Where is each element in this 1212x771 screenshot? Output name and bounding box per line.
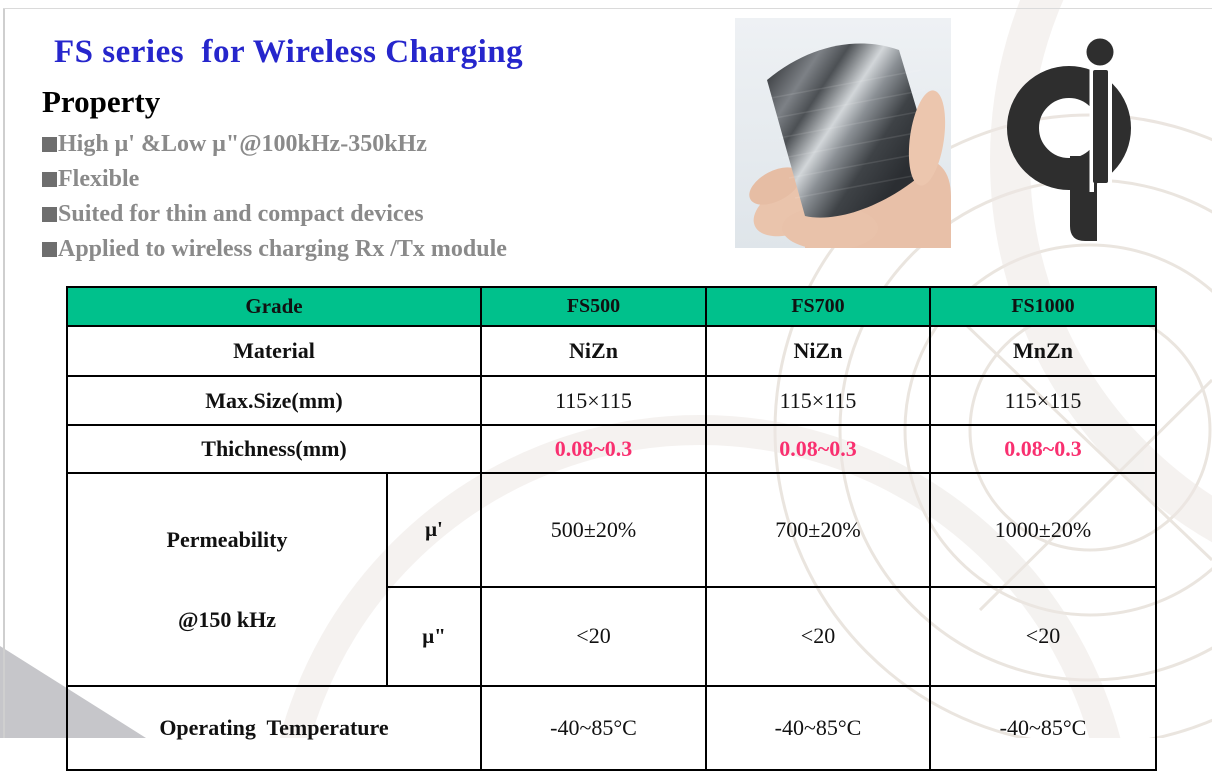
slide-top-border — [3, 8, 1212, 9]
bullet-item: High μ' &Low μ"@100kHz-350kHz — [42, 127, 507, 162]
table-row-mu-prime: Permeability @150 kHz μ' 500±20% 700±20%… — [66, 472, 1157, 687]
bullet-item: Flexible — [42, 162, 507, 197]
table-row-mu-double-prime: μ" <20 <20 <20 — [67, 585, 1157, 688]
mu-double-prime-value: <20 — [705, 585, 931, 688]
property-heading: Property — [42, 84, 161, 119]
table-row-maxsize: Max.Size(mm) 115×115 115×115 115×115 — [66, 375, 1157, 426]
operating-temp-value: -40~85°C — [929, 685, 1157, 771]
operating-temp-value: -40~85°C — [705, 685, 931, 771]
table-row-material: Material NiZn NiZn MnZn — [66, 325, 1157, 377]
thickness-value: 0.08~0.3 — [480, 424, 707, 474]
mu-double-prime-value: <20 — [480, 585, 707, 688]
table-row-thickness: Thichness(mm) 0.08~0.3 0.08~0.3 0.08~0.3 — [66, 424, 1157, 474]
header-fs500: FS500 — [480, 286, 707, 327]
permeability-label: Permeability @150 kHz — [66, 472, 388, 687]
spec-table: Grade FS500 FS700 FS1000 Material NiZn N… — [66, 286, 1157, 771]
bullet-square-icon — [42, 242, 57, 257]
permeability-label-line2: @150 kHz — [177, 606, 277, 632]
bullet-square-icon — [42, 137, 57, 152]
bullet-text: Applied to wireless charging Rx /Tx modu… — [58, 236, 507, 262]
bullet-text: High μ' &Low μ"@100kHz-350kHz — [58, 131, 427, 157]
slide-left-border — [3, 8, 5, 738]
bullet-item: Applied to wireless charging Rx /Tx modu… — [42, 232, 507, 267]
mu-prime-value: 500±20% — [480, 472, 707, 588]
mu-double-prime-symbol: μ" — [386, 585, 482, 688]
bullet-square-icon — [42, 207, 57, 222]
property-bullet-list: High μ' &Low μ"@100kHz-350kHz Flexible S… — [42, 127, 507, 267]
ferrite-sheet — [767, 43, 933, 218]
page-title: FS series for Wireless Charging — [54, 34, 524, 71]
header-grade: Grade — [66, 286, 482, 327]
material-value: NiZn — [480, 325, 707, 377]
mu-double-prime-value: <20 — [929, 585, 1157, 688]
bullet-text: Suited for thin and compact devices — [58, 201, 424, 227]
mu-prime-value: 700±20% — [705, 472, 931, 588]
maxsize-value: 115×115 — [929, 375, 1157, 426]
header-fs1000: FS1000 — [929, 286, 1157, 327]
table-row-operating-temp: Operating Temperature -40~85°C -40~85°C … — [66, 685, 1157, 771]
material-value: NiZn — [705, 325, 931, 377]
maxsize-value: 115×115 — [480, 375, 707, 426]
table-row-header: Grade FS500 FS700 FS1000 — [66, 286, 1157, 327]
permeability-label-line1: Permeability — [166, 527, 288, 552]
maxsize-value: 115×115 — [705, 375, 931, 426]
material-label: Material — [66, 325, 482, 377]
qi-logo — [1007, 38, 1131, 241]
bullet-item: Suited for thin and compact devices — [42, 197, 507, 232]
hand-thumb — [908, 90, 946, 186]
maxsize-label: Max.Size(mm) — [66, 375, 482, 426]
operating-temp-value: -40~85°C — [480, 685, 707, 771]
material-value: MnZn — [929, 325, 1157, 377]
thickness-value: 0.08~0.3 — [929, 424, 1157, 474]
thickness-value: 0.08~0.3 — [705, 424, 931, 474]
bullet-square-icon — [42, 172, 57, 187]
header-fs700: FS700 — [705, 286, 931, 327]
operating-temp-label: Operating Temperature — [66, 685, 482, 771]
thickness-label: Thichness(mm) — [66, 424, 482, 474]
mu-prime-symbol: μ' — [386, 472, 482, 588]
product-photo — [735, 18, 951, 248]
bullet-text: Flexible — [58, 166, 140, 192]
mu-prime-value: 1000±20% — [929, 472, 1157, 588]
